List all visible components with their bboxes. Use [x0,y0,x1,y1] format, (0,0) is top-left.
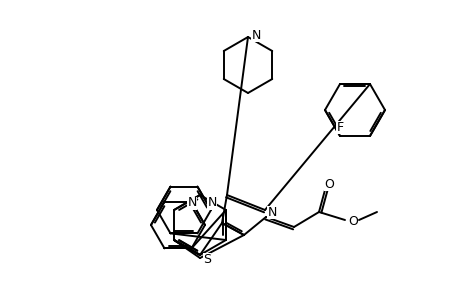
Text: N: N [207,196,216,209]
Text: F: F [336,122,343,134]
Text: N: N [187,196,196,209]
Text: O: O [323,178,333,190]
Text: N: N [267,206,276,218]
Text: N: N [251,28,260,41]
Text: O: O [347,215,357,229]
Text: S: S [202,254,211,266]
